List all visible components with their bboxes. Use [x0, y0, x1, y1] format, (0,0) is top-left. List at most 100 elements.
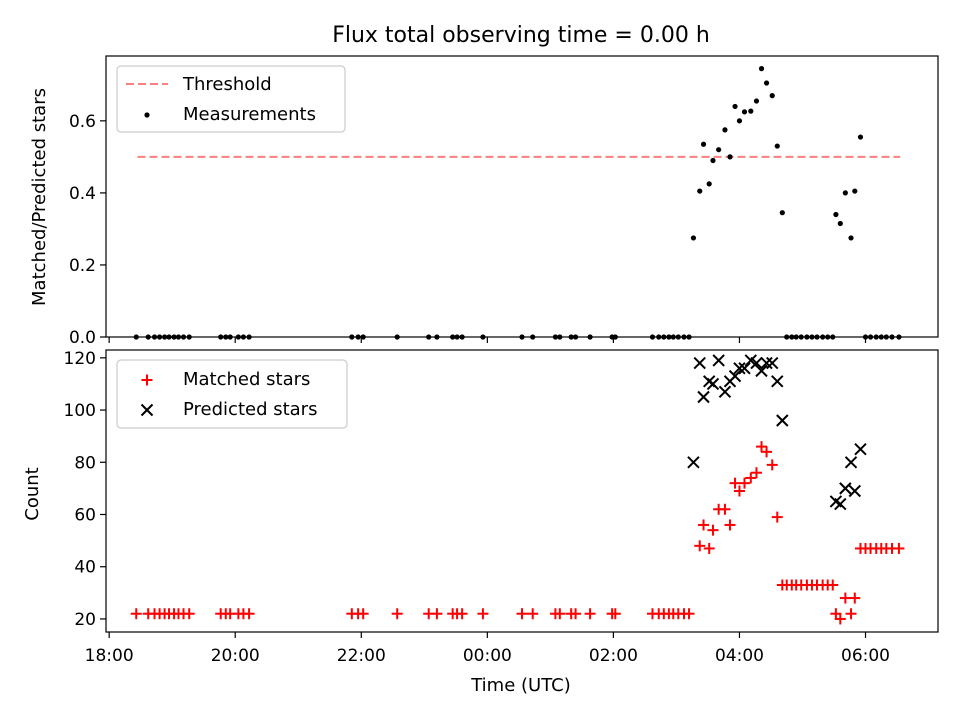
predicted-star-point [712, 354, 725, 367]
measurement-point [727, 154, 733, 160]
matched-star-point [243, 608, 255, 620]
y-tick-label: 0.0 [69, 328, 96, 348]
matched-star-point [683, 608, 695, 620]
top-x-axis [108, 337, 867, 343]
legend-measurements-swatch [144, 112, 150, 118]
bottom-panel: 20 40 60 80 100 120 18:00 20:00 22:00 00:00 02:00… [22, 349, 939, 696]
matched-star-point [703, 542, 715, 554]
matched-star-point [527, 608, 539, 620]
y-tick-label: 0.6 [69, 112, 96, 132]
matched-star-point [724, 519, 736, 531]
measurement-point [690, 235, 697, 241]
measurement-point [848, 235, 854, 241]
measurement-point [833, 211, 839, 218]
matched-star-point [130, 608, 142, 620]
x-tick-label: 00:00 [463, 646, 512, 666]
predicted-star-point [706, 377, 720, 391]
matched-star-point [391, 608, 403, 620]
matched-star-point [584, 608, 596, 620]
matched-star-point [733, 485, 745, 497]
chart-title: Flux total observing time = 0.00 h [332, 23, 710, 48]
legend-predicted-label: Predicted stars [183, 399, 317, 420]
predicted-star-point [834, 497, 847, 511]
y-tick-label: 0.4 [69, 184, 96, 204]
measurement-point [769, 93, 775, 99]
matched-star-point [719, 503, 731, 515]
matched-star-point [827, 579, 839, 591]
matched-star-point [456, 608, 468, 620]
y-tick-label: 0.2 [69, 256, 96, 276]
predicted-star-point [750, 356, 763, 370]
measurement-point [779, 210, 785, 216]
measurement-point [837, 220, 843, 227]
matched-star-point [738, 477, 750, 489]
predicted-star-point [848, 484, 862, 498]
measurement-point [710, 157, 716, 164]
bottom-y-axis: 20 40 60 80 100 120 [64, 349, 106, 630]
bottom-panel-border [105, 349, 939, 633]
x-axis-label: Time (UTC) [470, 675, 571, 696]
matched-star-point [570, 608, 582, 620]
matched-stars-series [130, 441, 905, 625]
measurement-point [774, 143, 780, 149]
matched-star-point [698, 519, 710, 531]
predicted-star-point [687, 456, 700, 469]
measurement-point [748, 108, 754, 114]
matched-star-point [729, 477, 741, 489]
matched-star-point [834, 613, 846, 625]
matched-star-point [750, 467, 762, 479]
predicted-star-point [854, 443, 867, 456]
top-y-axis-label: Matched/Predicted stars [29, 88, 50, 306]
matched-star-point [893, 542, 905, 554]
bottom-legend: Matched stars Predicted stars [116, 359, 348, 429]
measurement-point [716, 147, 722, 153]
matched-star-point [771, 511, 783, 523]
predicted-star-point [693, 356, 706, 370]
measurement-point [857, 134, 864, 140]
matched-star-point [516, 608, 528, 620]
x-tick-label: 04:00 [715, 646, 764, 666]
matched-star-point [431, 608, 443, 620]
predicted-star-point [766, 356, 779, 370]
y-tick-label: 120 [64, 349, 96, 369]
predicted-star-point [760, 356, 773, 370]
predicted-star-point [738, 362, 751, 375]
x-tick-label: 02:00 [589, 646, 638, 666]
measurement-point [736, 118, 743, 124]
matched-star-point [845, 608, 857, 620]
predicted-star-point [771, 375, 784, 388]
matched-star-point [694, 540, 706, 552]
matched-star-point [766, 459, 778, 471]
matched-star-point [745, 472, 757, 484]
legend-predicted-swatch [140, 403, 154, 417]
top-panel: 0.0 0.2 0.4 0.6 Matched/Predicted stars Thr… [29, 55, 939, 348]
measurement-point [741, 109, 748, 115]
measurement-point [722, 127, 728, 133]
top-legend: Threshold Measurements [116, 65, 346, 133]
top-panel-border [105, 55, 939, 338]
legend-matched-swatch [141, 374, 153, 386]
x-tick-label: 18:00 [85, 646, 134, 666]
measurement-point [842, 190, 848, 196]
predicted-star-point [697, 390, 710, 404]
x-tick-label: 22:00 [337, 646, 386, 666]
predicted-stars-series [687, 354, 867, 511]
bottom-x-axis: 18:00 20:00 22:00 00:00 02:00 04:00 06:00 [85, 632, 890, 666]
measurement-point [697, 188, 703, 194]
y-tick-label: 80 [74, 453, 96, 473]
predicted-star-point [844, 456, 858, 469]
measurement-point [852, 188, 858, 194]
legend-measurements-label: Measurements [183, 104, 316, 125]
top-legend-box [116, 65, 346, 133]
predicted-star-point [733, 362, 746, 375]
y-tick-label: 100 [64, 401, 96, 421]
x-tick-label: 06:00 [841, 646, 890, 666]
measurement-point [758, 66, 765, 72]
measurement-point [763, 80, 770, 86]
matched-star-point [756, 441, 768, 453]
y-tick-label: 20 [74, 610, 96, 630]
matched-star-point [849, 592, 861, 604]
matched-star-point [357, 608, 369, 620]
predicted-star-point [776, 414, 789, 427]
